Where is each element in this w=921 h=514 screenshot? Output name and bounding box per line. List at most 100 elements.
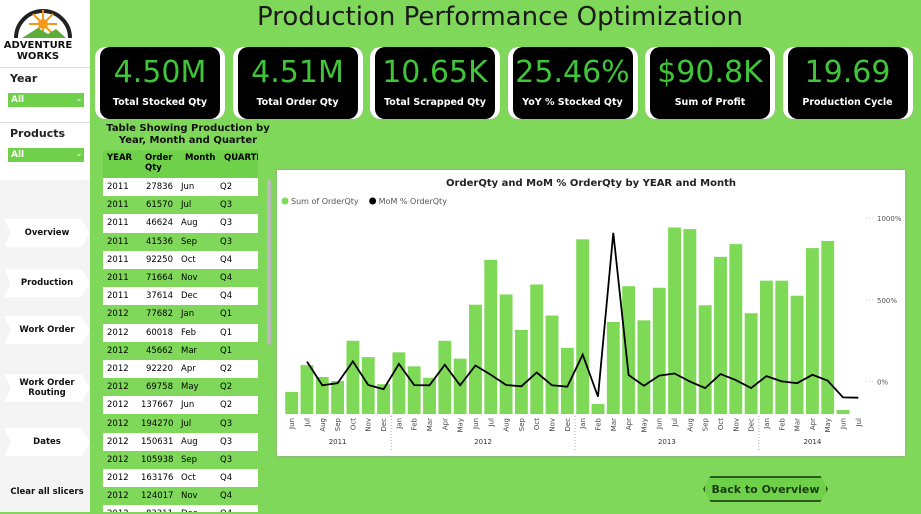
table-cell: 2012 <box>107 382 129 393</box>
table-cell: May <box>181 382 199 393</box>
x-tick-label: Dec <box>380 418 388 432</box>
table-cell: 163176 <box>141 473 174 484</box>
table-row: 2012 105938 Sep Q3 <box>103 450 258 469</box>
table-cell: Q2 <box>220 400 233 411</box>
kpi-label: Total Scrapped Qty <box>384 97 486 108</box>
table-cell: Q4 <box>216 509 258 512</box>
bar <box>760 280 773 414</box>
bar <box>729 244 743 414</box>
back-button[interactable]: Back to Overview <box>703 476 828 502</box>
table-cell: Q3 <box>220 218 233 229</box>
x-tick-label: Aug <box>503 418 511 432</box>
table-row: 2012 124017 Nov Q4 <box>103 487 258 506</box>
logo-icon <box>14 9 72 39</box>
x-tick-label: Dec <box>748 418 756 432</box>
sidebar: ADVENTURE WORKS Year All ⌄ Products All ⌄ Over… <box>0 0 90 512</box>
column-header[interactable]: YEAR <box>107 153 133 163</box>
slicer-label: Year <box>10 72 38 85</box>
kpi-card: $90.8K Sum of Profit <box>645 47 775 119</box>
table-cell: Q3 <box>220 418 233 429</box>
chart: OrderQty and MoM % OrderQty by YEAR and … <box>281 178 902 450</box>
kpi-card: 4.50M Total Stocked Qty <box>95 47 225 119</box>
table-cell: 2011 <box>107 291 129 302</box>
table-row: 2012 45662 Mar Q1 <box>103 341 258 360</box>
nav-button[interactable]: Dates <box>4 428 90 456</box>
table-cell: Q2 <box>220 382 233 393</box>
table-row: 2011 71664 Nov Q4 <box>103 268 258 288</box>
nav-button[interactable]: Overview <box>4 219 90 247</box>
table-cell: Dec <box>177 509 216 512</box>
table-cell: Jul <box>181 200 192 211</box>
x-tick-label: Jan <box>395 418 403 430</box>
table-row: 2011 61570 Jul Q3 <box>103 196 258 215</box>
x-tick-label: Sep <box>334 417 342 431</box>
x-tick-label: Jul <box>855 418 863 428</box>
table-cell: 92250 <box>145 254 173 265</box>
table-cell: Q3 <box>220 436 233 447</box>
line <box>306 232 859 399</box>
x-tick-label: Mar <box>426 418 434 431</box>
nav-button[interactable]: Work Order <box>4 316 90 344</box>
slicer-divider <box>0 122 90 123</box>
bar <box>530 284 544 414</box>
bar <box>637 320 651 414</box>
table-row: 2012 92220 Apr Q2 <box>103 359 258 379</box>
column-header[interactable]: QUARTER <box>224 153 258 163</box>
nav-button[interactable]: Work Order Routing <box>4 374 90 402</box>
bar <box>315 376 329 414</box>
x-tick-label: Jul <box>671 418 679 428</box>
chart-title: OrderQty and MoM % OrderQty by YEAR and … <box>446 178 736 189</box>
nav-button[interactable]: Production <box>4 269 90 297</box>
legend-label: MoM % OrderQty <box>379 197 448 206</box>
table-row: 2011 92250 Oct Q4 <box>103 250 258 269</box>
table-cell: Q3 <box>220 236 233 247</box>
kpi-value: 4.50M <box>113 55 207 90</box>
column-header[interactable]: Month <box>185 153 216 163</box>
bar <box>438 340 452 414</box>
x-tick-label: Jun <box>656 418 664 430</box>
bar <box>499 294 513 414</box>
x-tick-label: Jun <box>288 418 296 430</box>
x-tick-label: Jun <box>472 418 480 430</box>
x-tick-label: May <box>457 418 465 432</box>
x-tick-label: Dec <box>564 418 572 432</box>
bar <box>560 347 574 414</box>
table-cell: 2012 <box>107 363 129 374</box>
bar <box>469 304 482 414</box>
table-cell: 2012 <box>107 491 129 502</box>
table-cell: 92220 <box>145 363 173 374</box>
bar <box>377 384 390 414</box>
table-cell: 2012 <box>107 454 129 465</box>
scrollbar[interactable] <box>267 180 271 345</box>
table-cell: Q2 <box>220 363 233 374</box>
table-cell: 2012 <box>107 418 129 429</box>
table-cell: Q4 <box>220 473 233 484</box>
table-cell: 150631 <box>141 436 174 447</box>
table-cell: Jan <box>181 309 195 320</box>
table-row: 2012 137667 Jun Q2 <box>103 396 258 415</box>
slicer-dropdown[interactable]: All <box>8 148 84 162</box>
legend-marker <box>281 197 289 205</box>
table-cell: 105938 <box>141 454 174 465</box>
table-cell: Q2 <box>220 182 233 193</box>
table-row: 2011 46624 Aug Q3 <box>103 214 258 233</box>
table-cell: 2011 <box>107 273 129 284</box>
x-tick-label: May <box>824 418 832 432</box>
dropdown-arrow[interactable]: ⌄ <box>75 149 83 159</box>
table-cell: Mar <box>181 345 198 356</box>
bar <box>407 366 421 414</box>
legend-marker <box>369 197 377 205</box>
table-cell: 46624 <box>145 218 173 229</box>
table-row: 2011 37614 Dec Q4 <box>103 287 258 306</box>
clear-slicers[interactable]: Clear all slicers <box>10 487 84 497</box>
kpi-label: Total Order Qty <box>256 97 339 108</box>
table-row: 2011 41536 Sep Q3 <box>103 232 258 251</box>
bar <box>652 287 666 414</box>
table-row: 2012 163176 Oct Q4 <box>103 469 258 488</box>
column-header[interactable]: Order Qty <box>145 153 173 173</box>
slicer-dropdown[interactable]: All <box>8 93 84 107</box>
y2-tick-label: 0% <box>877 378 888 386</box>
dropdown-arrow[interactable]: ⌄ <box>75 94 83 104</box>
kpi-card: 25.46% YoY % Stocked Qty <box>507 47 638 119</box>
